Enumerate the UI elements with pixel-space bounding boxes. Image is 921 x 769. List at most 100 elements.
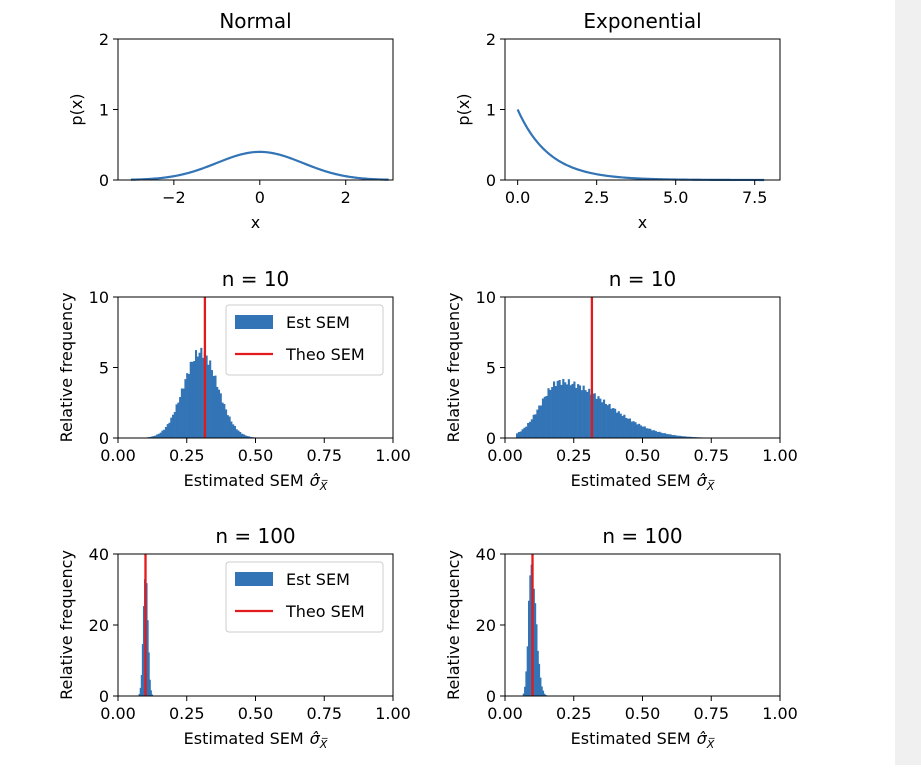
subplot-title: Exponential — [583, 9, 701, 33]
histogram-bar — [633, 421, 635, 438]
histogram-bar — [597, 396, 599, 438]
histogram-bar — [211, 370, 213, 438]
histogram-bar — [168, 423, 170, 438]
histogram-bar — [572, 384, 574, 438]
x-tick-label: 0.50 — [238, 704, 274, 723]
axes-frame — [118, 39, 393, 180]
histogram-bar — [610, 409, 612, 438]
histogram-bar — [584, 390, 586, 438]
histogram-bar — [232, 424, 234, 438]
y-tick-label: 20 — [476, 616, 496, 635]
histogram-bar — [559, 380, 561, 438]
histogram-bar — [540, 405, 542, 438]
histogram-bar — [579, 385, 581, 438]
histogram-bar — [644, 426, 646, 438]
histogram-bar — [625, 418, 627, 438]
histogram-bar — [605, 404, 607, 438]
histogram-bar — [629, 419, 631, 438]
histogram-bar — [575, 388, 577, 438]
x-tick-label: 0.75 — [693, 704, 729, 723]
histogram-bar — [538, 405, 540, 438]
histogram-bar — [167, 424, 169, 438]
histogram-bar — [657, 432, 659, 438]
x-axis-label: x — [638, 213, 647, 232]
histogram-bar — [586, 392, 588, 438]
histogram-bar — [195, 350, 197, 438]
histogram-bar — [222, 403, 224, 438]
histogram-bar — [660, 433, 662, 438]
histogram-bar — [557, 381, 559, 438]
histogram-bar — [570, 385, 572, 438]
histogram-bar — [237, 431, 239, 438]
x-axis-label-text: x — [251, 213, 260, 232]
x-axis-label-subscript: X̅ — [706, 738, 716, 751]
histogram-bar — [170, 418, 172, 438]
histogram-bar — [234, 426, 236, 438]
histogram-bar — [179, 397, 181, 438]
histogram-bar — [186, 373, 188, 438]
histogram-bar — [165, 427, 167, 438]
histogram-bar — [160, 433, 162, 438]
histogram-bar — [544, 397, 546, 438]
axes-frame — [505, 554, 780, 696]
x-tick-label: 0.75 — [306, 704, 342, 723]
x-tick-label: 0.25 — [556, 704, 592, 723]
histogram-bar — [181, 389, 183, 438]
x-axis-label-text: x — [638, 213, 647, 232]
x-tick-label: 0.25 — [556, 446, 592, 465]
histogram-bar — [525, 427, 527, 438]
x-tick-label: 2 — [341, 188, 351, 207]
y-tick-label: 40 — [476, 545, 496, 564]
histogram-bar — [216, 387, 218, 438]
subplot-title: n = 100 — [602, 524, 682, 548]
histogram-bar — [634, 422, 636, 438]
histogram-bar — [156, 434, 158, 438]
pdf-line — [518, 110, 765, 180]
histogram-bar — [627, 419, 629, 438]
histogram-bar — [594, 393, 596, 438]
subplot-title: Normal — [219, 9, 291, 33]
histogram-bar — [601, 402, 603, 438]
x-tick-label: 0.00 — [487, 704, 523, 723]
histogram-bar — [243, 434, 245, 438]
histogram-bar — [612, 408, 614, 438]
x-tick-label: 0.75 — [693, 446, 729, 465]
x-axis-label-text: Estimated SEM — [184, 471, 304, 490]
x-tick-label: 0.25 — [169, 446, 205, 465]
histogram-bar — [551, 387, 553, 438]
histogram-bar — [614, 409, 616, 438]
histogram-bar — [655, 431, 657, 438]
histogram-bar — [522, 429, 524, 438]
histogram-bar — [547, 388, 549, 438]
y-tick-label: 10 — [89, 288, 109, 307]
histogram-bar — [529, 422, 531, 438]
x-axis-label-text: Estimated SEM — [571, 471, 691, 490]
y-axis-label: Relative frequency — [57, 293, 76, 443]
x-axis-label: x — [251, 213, 260, 232]
histogram-bar — [158, 434, 160, 438]
legend-label-theo: Theo SEM — [285, 602, 365, 621]
histogram-bar — [596, 399, 598, 438]
histogram-bar — [546, 396, 548, 438]
histogram-bar — [184, 379, 186, 438]
legend-swatch-est — [235, 315, 273, 329]
scrollbar-track[interactable] — [895, 0, 921, 765]
histogram-bar — [662, 433, 664, 438]
y-tick-label: 2 — [486, 30, 496, 49]
x-tick-label: 0.50 — [625, 704, 661, 723]
histogram-bar — [176, 404, 178, 438]
histogram-bar — [177, 403, 179, 438]
histogram-bar — [531, 419, 533, 438]
x-axis-label-text: Estimated SEM — [571, 729, 691, 748]
histogram-bar — [653, 430, 655, 438]
axes-frame — [505, 39, 780, 180]
y-axis-label: Relative frequency — [444, 293, 463, 443]
histogram-bar — [542, 399, 544, 438]
histogram-bar — [220, 393, 222, 438]
histogram-bar — [174, 412, 176, 438]
histogram-bar — [553, 381, 555, 438]
histogram-bar — [190, 362, 192, 438]
